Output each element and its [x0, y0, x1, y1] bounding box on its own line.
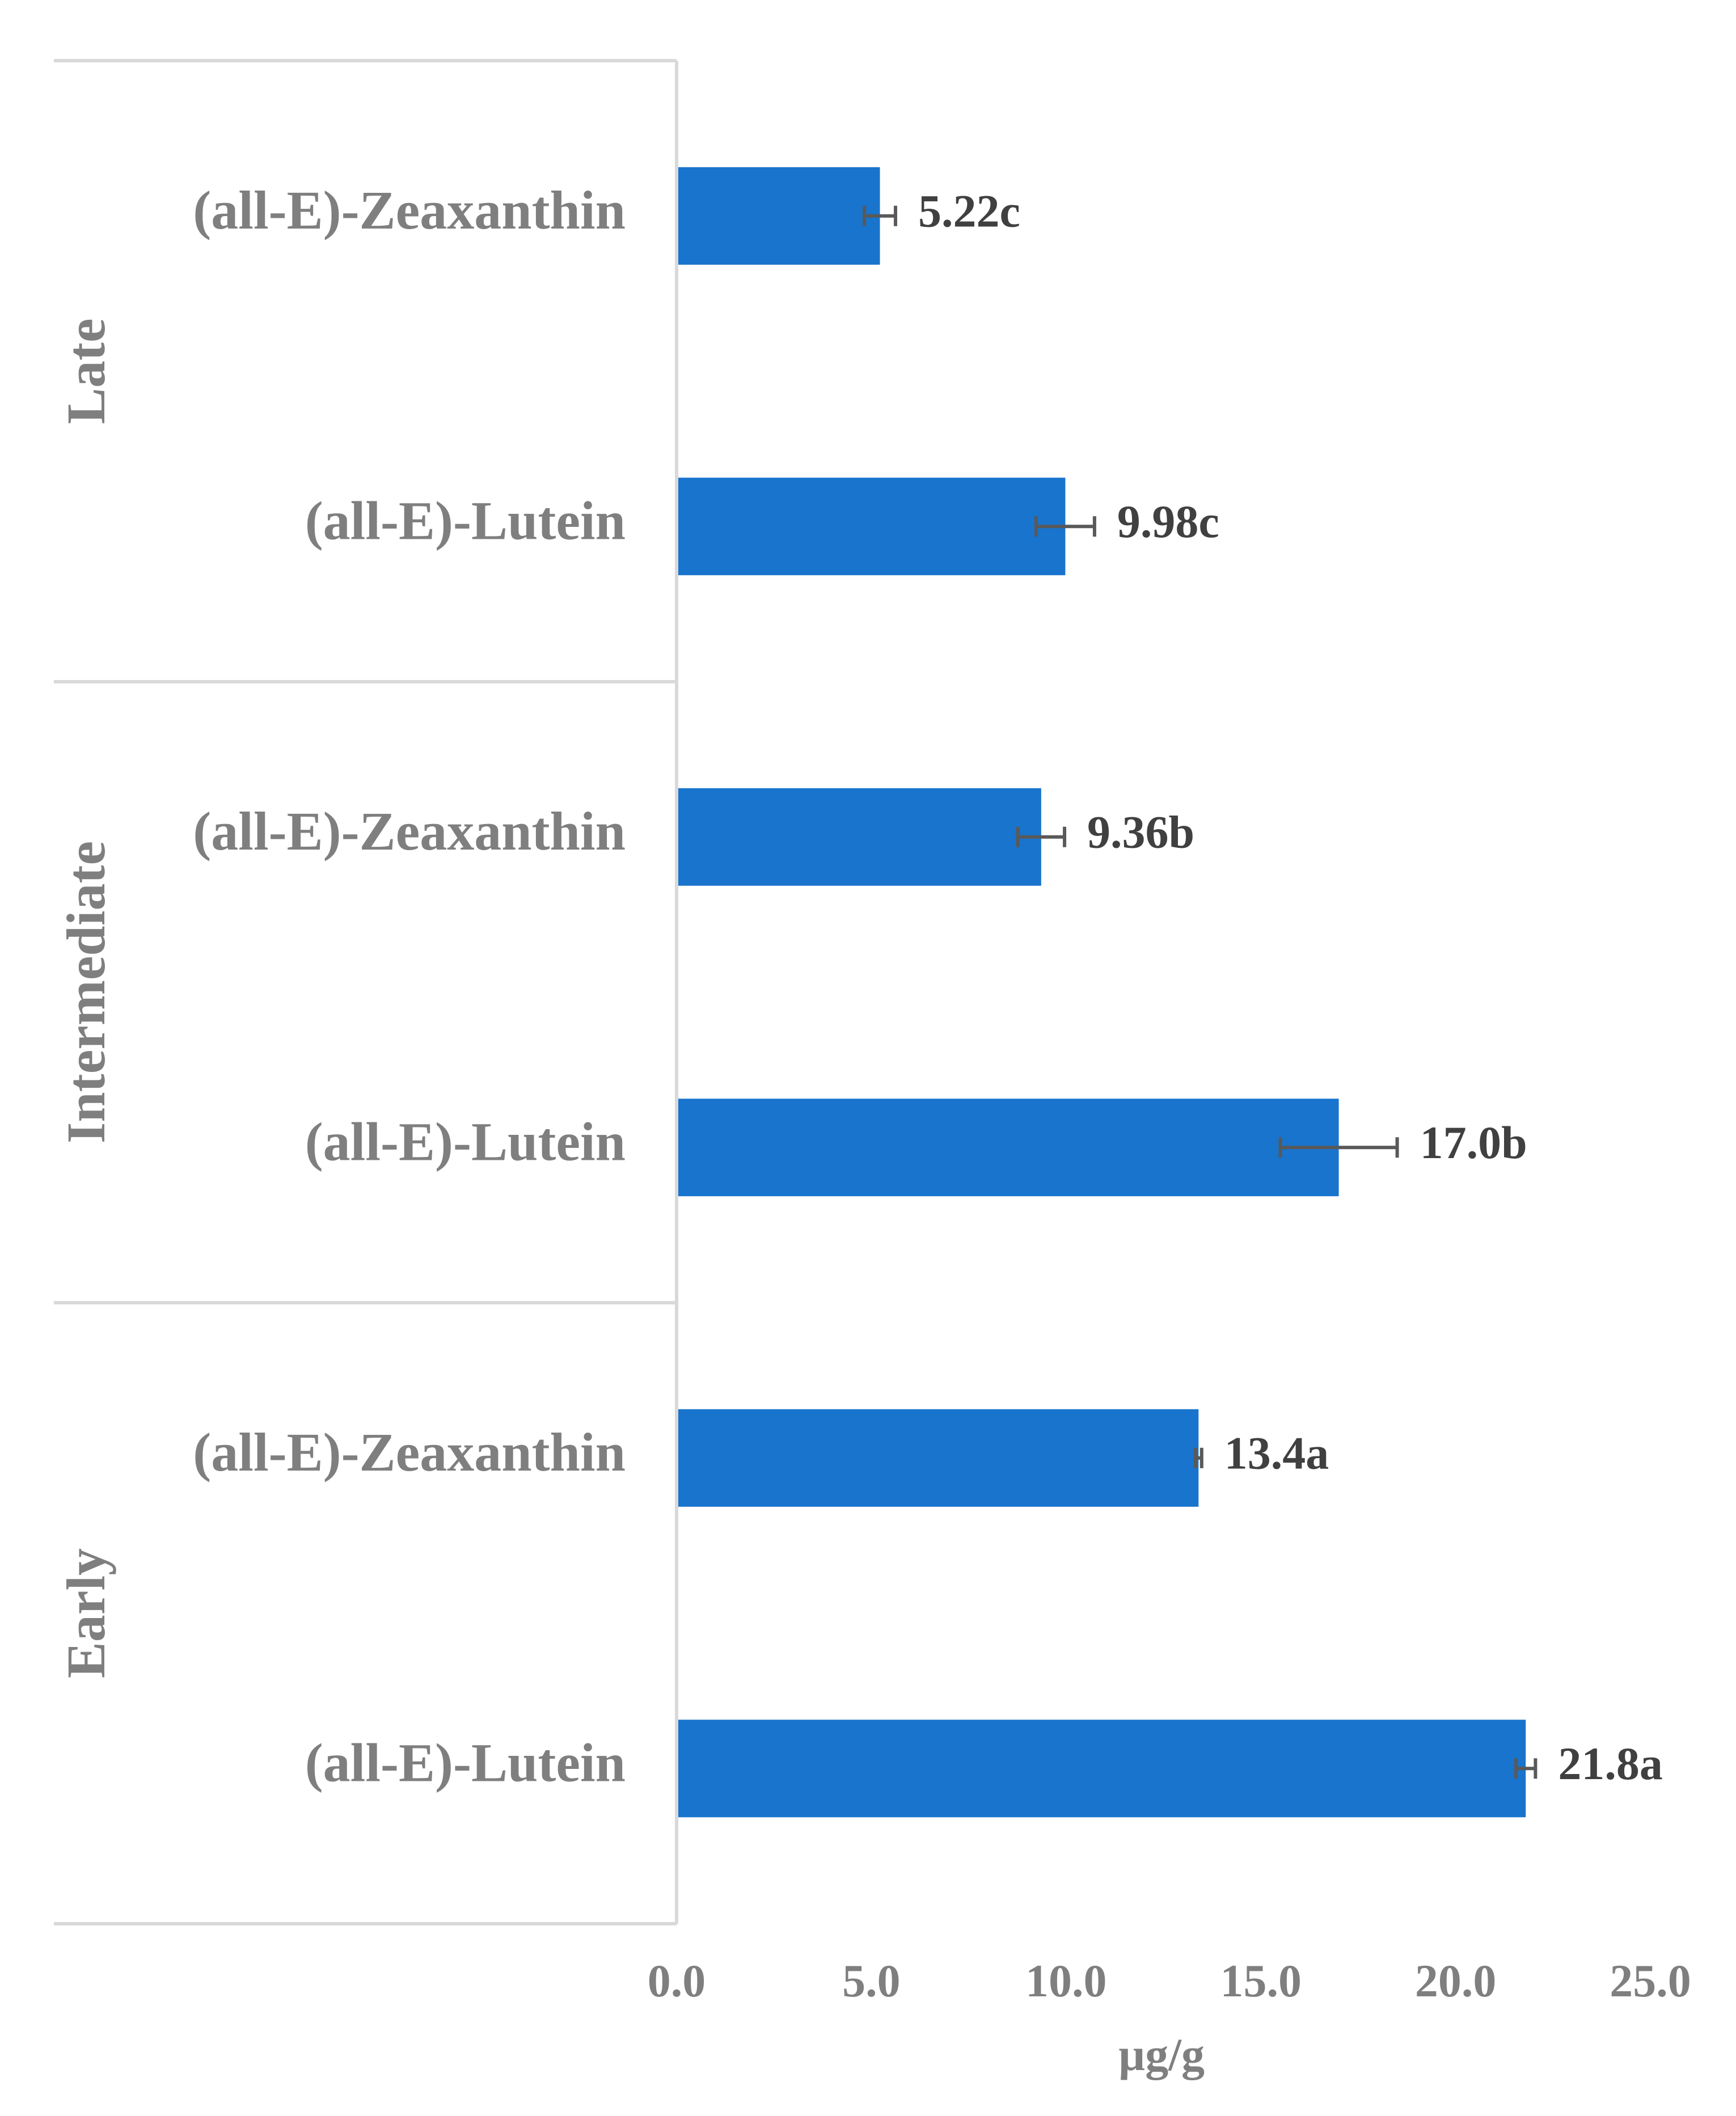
data-label: 21.8a: [1558, 1738, 1663, 1789]
bar-series: [678, 167, 1526, 1818]
x-tick-label: 5.0: [842, 1955, 901, 2007]
x-axis-title: µg/g: [1118, 2029, 1205, 2080]
bar: [678, 478, 1066, 576]
data-label: 5.22c: [918, 185, 1020, 237]
x-tick-label: 0.0: [648, 1955, 706, 2007]
bar: [678, 788, 1041, 886]
x-tick-label: 10.0: [1025, 1955, 1107, 2007]
group-labels: Late Intermediate Early: [56, 318, 116, 1678]
data-label: 13.4a: [1224, 1427, 1329, 1479]
group-label: Early: [56, 1548, 116, 1678]
data-label: 9.98c: [1117, 496, 1219, 547]
category-label: (all-E)-Zeaxanthin: [193, 1422, 626, 1483]
category-label: (all-E)-Zeaxanthin: [193, 801, 626, 861]
category-labels: (all-E)-Zeaxanthin (all-E)-Lutein (all-E)-…: [193, 180, 626, 1793]
category-label: (all-E)-Lutein: [305, 490, 626, 551]
bar: [678, 1720, 1526, 1818]
bar: [678, 167, 880, 265]
bar: [678, 1409, 1199, 1507]
data-label: 9.36b: [1087, 806, 1194, 858]
group-label: Intermediate: [56, 841, 116, 1143]
chart-frame: [54, 59, 678, 1925]
category-label: (all-E)-Zeaxanthin: [193, 180, 626, 240]
category-label: (all-E)-Lutein: [305, 1111, 626, 1172]
group-label: Late: [56, 318, 116, 424]
data-label: 17.0b: [1420, 1117, 1527, 1168]
x-tick-label: 25.0: [1610, 1955, 1691, 2007]
data-labels: 5.22c 9.98c 9.36b 17.0b 13.4a 21.8a: [918, 185, 1663, 1790]
error-bars: [863, 205, 1538, 1779]
x-axis-ticks: 0.0 5.0 10.0 15.0 20.0 25.0: [648, 1955, 1691, 2007]
category-label: (all-E)-Lutein: [305, 1732, 626, 1793]
x-tick-label: 15.0: [1220, 1955, 1302, 2007]
x-tick-label: 20.0: [1415, 1955, 1497, 2007]
bar: [678, 1099, 1339, 1197]
